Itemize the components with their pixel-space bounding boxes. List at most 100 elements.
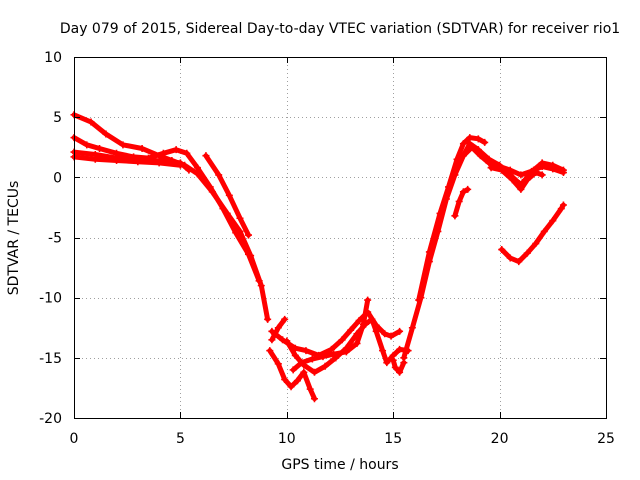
series bbox=[266, 347, 318, 403]
data-point bbox=[202, 152, 210, 160]
data-point bbox=[508, 176, 516, 184]
data-point bbox=[236, 214, 244, 222]
data-point bbox=[219, 205, 227, 213]
y-tick-label: -20 bbox=[39, 411, 62, 427]
data-point bbox=[523, 176, 531, 184]
data-point bbox=[310, 395, 318, 403]
data-point bbox=[532, 240, 540, 248]
data-point bbox=[396, 368, 404, 376]
data-point bbox=[359, 320, 367, 328]
data-point bbox=[487, 164, 495, 172]
series bbox=[451, 185, 472, 220]
data-point bbox=[485, 155, 493, 163]
data-point bbox=[445, 183, 453, 191]
data-point bbox=[538, 171, 546, 179]
series bbox=[487, 164, 546, 193]
data-point bbox=[287, 383, 295, 391]
y-tick-label: -5 bbox=[48, 231, 62, 247]
data-point bbox=[319, 353, 327, 361]
data-point bbox=[532, 169, 540, 177]
x-tick-label: 0 bbox=[70, 431, 79, 447]
data-point bbox=[102, 130, 110, 138]
data-point bbox=[368, 315, 376, 323]
data-point bbox=[302, 347, 310, 355]
data-point bbox=[549, 217, 557, 225]
data-point bbox=[183, 149, 191, 157]
data-point bbox=[540, 227, 548, 235]
data-point bbox=[321, 362, 329, 370]
series-line bbox=[452, 186, 471, 219]
data-point bbox=[347, 326, 355, 334]
data-point bbox=[383, 359, 391, 367]
data-point bbox=[119, 141, 127, 149]
data-point bbox=[193, 164, 201, 172]
data-point bbox=[293, 377, 301, 385]
data-point bbox=[498, 166, 506, 174]
data-point bbox=[391, 363, 399, 371]
data-point bbox=[298, 359, 306, 367]
series-line bbox=[499, 202, 566, 265]
y-tick-label: 5 bbox=[53, 110, 62, 126]
y-tick-label: -15 bbox=[39, 351, 62, 367]
data-point bbox=[266, 347, 274, 355]
data-point bbox=[274, 360, 282, 368]
data-point bbox=[274, 324, 282, 332]
data-point bbox=[459, 140, 467, 148]
data-point bbox=[96, 144, 104, 152]
data-point bbox=[138, 144, 146, 152]
data-point bbox=[176, 161, 184, 169]
data-point bbox=[83, 141, 91, 149]
series bbox=[415, 134, 489, 304]
chart-title: Day 079 of 2015, Sidereal Day-to-day VTE… bbox=[60, 21, 620, 37]
y-tick-label: -10 bbox=[39, 291, 62, 307]
data-point bbox=[353, 339, 361, 347]
data-point bbox=[291, 351, 299, 359]
data-point bbox=[255, 277, 263, 285]
x-axis-label: GPS time / hours bbox=[281, 457, 398, 473]
data-point bbox=[87, 118, 95, 126]
data-point bbox=[327, 345, 335, 353]
data-point bbox=[244, 250, 252, 258]
data-point bbox=[257, 282, 265, 290]
grid bbox=[74, 57, 606, 418]
data-point bbox=[396, 327, 404, 335]
data-point bbox=[459, 152, 467, 160]
data-point bbox=[206, 183, 214, 191]
series-line bbox=[390, 357, 407, 375]
series bbox=[389, 356, 408, 376]
data-point bbox=[453, 155, 461, 163]
series bbox=[202, 152, 252, 239]
data-point bbox=[330, 350, 338, 358]
data-point bbox=[172, 146, 180, 154]
x-tick-label: 15 bbox=[384, 431, 402, 447]
data-point bbox=[538, 159, 546, 167]
data-point bbox=[464, 185, 472, 193]
data-point bbox=[408, 324, 416, 332]
series-line bbox=[267, 348, 317, 402]
y-axis-label: SDTVAR / TECUs bbox=[6, 181, 22, 296]
data-point bbox=[372, 327, 380, 335]
data-point bbox=[289, 366, 297, 374]
data-point bbox=[381, 330, 389, 338]
data-point bbox=[425, 248, 433, 256]
data-point bbox=[355, 317, 363, 325]
series bbox=[289, 296, 372, 374]
data-point bbox=[455, 197, 463, 205]
data-point bbox=[557, 205, 565, 213]
data-point bbox=[451, 212, 459, 220]
data-point bbox=[387, 332, 395, 340]
x-tick-label: 20 bbox=[491, 431, 509, 447]
data-point bbox=[283, 337, 291, 345]
data-point bbox=[281, 375, 289, 383]
x-tick-label: 10 bbox=[278, 431, 296, 447]
x-tick-labels: 0 5 10 15 20 25 bbox=[70, 431, 615, 447]
data-point bbox=[232, 229, 240, 237]
data-point bbox=[506, 254, 514, 262]
y-tick-labels: -20 -15 -10 -5 0 5 10 bbox=[39, 50, 62, 427]
data-point bbox=[155, 159, 163, 167]
data-point bbox=[185, 166, 193, 174]
data-point bbox=[244, 231, 252, 239]
data-point bbox=[517, 171, 525, 179]
data-point bbox=[517, 185, 525, 193]
